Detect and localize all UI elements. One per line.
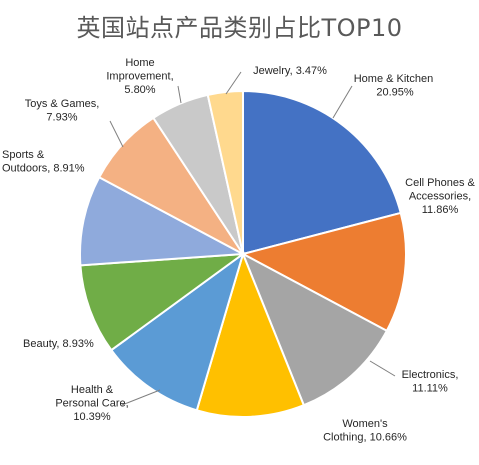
data-label-line: Cell Phones & [405, 177, 475, 189]
data-label-line: Electronics, [402, 369, 459, 381]
data-label-line: 11.86% [422, 204, 459, 216]
slices-layer [79, 89, 407, 418]
pie-slice-cell-phones-accessories [240, 211, 407, 333]
pie-slice-home-kitchen [242, 89, 402, 256]
data-label: Home & Kitchen 20.95% [354, 73, 437, 99]
data-label: Cell Phones & Accessories, 11.86% [405, 177, 475, 216]
chart-title: 英国站点产品类别占比TOP10 [76, 14, 403, 42]
data-label-line: 10.39% [73, 411, 111, 423]
pie-slice-health-personal-care [109, 251, 245, 412]
data-labels-layer: Home & Kitchen 20.95% Cell Phones & Acces… [2, 57, 476, 444]
data-label: Electronics, 11.11% [402, 369, 459, 395]
data-label-line: 20.95% [376, 87, 414, 99]
leader-line [109, 120, 124, 148]
data-label-line: Accessories, [409, 191, 471, 203]
leader-line [225, 71, 242, 95]
pie-slice-jewelry [206, 89, 244, 255]
data-label-line: 11.11% [412, 383, 448, 395]
data-label-line: Beauty, 8.93% [23, 338, 94, 350]
data-label-line: Clothing, 10.66% [323, 432, 407, 444]
leader-line [369, 360, 396, 377]
pie-slice-women-s-clothing [195, 250, 306, 418]
leader-line [332, 85, 353, 119]
data-label-line: Women's [342, 418, 388, 430]
data-label: Beauty, 8.93% [23, 338, 94, 350]
data-label: Jewelry, 3.47% [253, 65, 327, 77]
data-label: Home Improvement, 5.80% [106, 57, 173, 96]
data-label-line: Jewelry, 3.47% [253, 65, 327, 77]
leader-line [121, 389, 161, 406]
data-label-line: Outdoors, 8.91% [2, 163, 85, 175]
data-label: Women's Clothing, 10.66% [323, 418, 407, 444]
data-label-line: Home & Kitchen [354, 73, 437, 85]
data-label: Toys & Games, 7.93% [25, 98, 100, 124]
data-label: Health & Personal Care, 10.39% [55, 384, 128, 423]
data-label-line: Toys & Games, [25, 98, 100, 110]
pie-slice-sports-outdoors [79, 175, 247, 267]
data-label-line: Improvement, [106, 71, 173, 83]
pie-slice-beauty [79, 252, 247, 352]
data-label: Sports & Outdoors, 8.91% [2, 149, 85, 175]
pie-slice-electronics [241, 251, 389, 407]
data-label-line: 7.93% [46, 112, 77, 124]
data-label-line: Personal Care, [55, 398, 128, 410]
data-label-line: Home [125, 57, 154, 69]
leader-lines-layer [109, 71, 396, 406]
data-label-line: Sports & [2, 149, 45, 161]
leader-line [177, 85, 182, 104]
data-label-line: 5.80% [124, 84, 155, 96]
data-label-line: Health & [71, 384, 114, 396]
